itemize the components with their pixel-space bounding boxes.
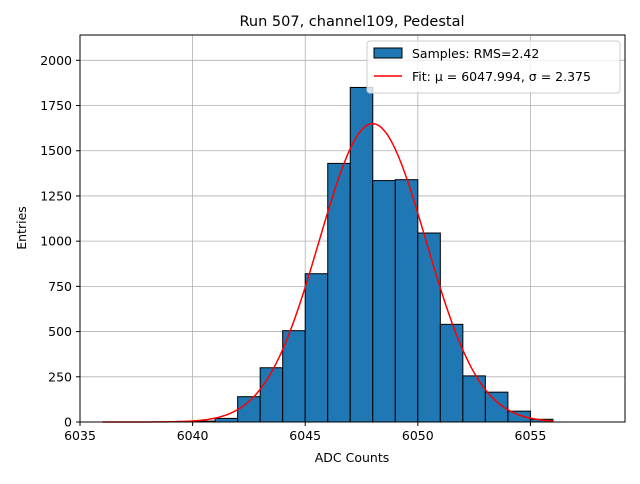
x-tick-label: 6035 (64, 428, 96, 443)
y-tick-label: 1250 (40, 188, 72, 203)
histogram-bars (192, 86, 554, 423)
histogram-bar (394, 179, 419, 423)
histogram-bar (259, 367, 284, 423)
x-tick-label: 6050 (402, 428, 434, 443)
y-tick-label: 2000 (40, 53, 72, 68)
y-tick-label: 250 (48, 369, 72, 384)
legend: Samples: RMS=2.42 Fit: μ = 6047.994, σ =… (366, 40, 621, 94)
histogram-bar (372, 180, 396, 423)
histogram-bar (282, 330, 306, 423)
histogram-bar (214, 417, 239, 423)
x-axis-ticks: 6035 6040 6045 6050 6055 (64, 422, 546, 443)
x-tick-label: 6040 (177, 428, 209, 443)
histogram-bar (439, 323, 464, 423)
y-tick-label: 750 (48, 279, 72, 294)
histogram-bar (507, 410, 531, 423)
x-tick-label: 6045 (289, 428, 321, 443)
y-tick-label: 1500 (40, 143, 72, 158)
legend-histogram-swatch (373, 47, 403, 59)
x-axis-label: ADC Counts (315, 450, 390, 465)
y-tick-label: 1750 (40, 98, 72, 113)
histogram-bar (417, 232, 441, 423)
plot-frame (79, 34, 626, 423)
y-axis-ticks: 0 250 500 750 1000 1250 1500 1750 2000 (40, 53, 80, 430)
y-tick-label: 500 (48, 324, 72, 339)
y-axis-label: Entries (14, 206, 29, 250)
legend-frame (366, 40, 621, 94)
histogram-bar (462, 375, 486, 423)
x-tick-label: 6055 (515, 428, 547, 443)
histogram-bar (349, 86, 374, 423)
histogram-bar (304, 273, 329, 423)
y-tick-label: 0 (64, 415, 72, 430)
y-tick-label: 1000 (40, 234, 72, 249)
chart-title: Run 507, channel109, Pedestal (239, 14, 464, 30)
legend-histogram-label: Samples: RMS=2.42 (412, 46, 539, 61)
legend-fit-label: Fit: μ = 6047.994, σ = 2.375 (412, 69, 591, 84)
